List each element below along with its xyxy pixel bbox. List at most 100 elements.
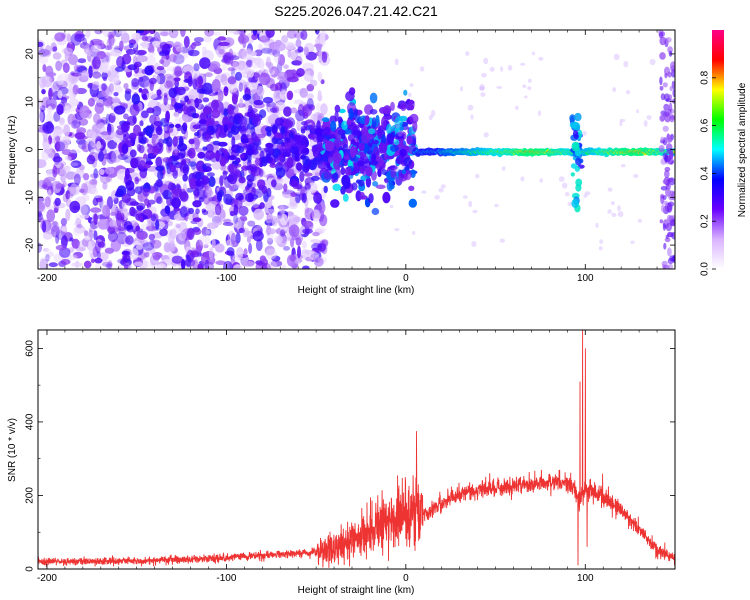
spectrogram-blob <box>462 195 468 199</box>
spectrogram-blob <box>343 129 354 135</box>
spectrogram-blob <box>663 242 667 250</box>
spectrogram-blob <box>311 242 322 251</box>
spectrogram-blob <box>562 182 568 189</box>
spectrogram-blob <box>228 84 239 93</box>
spectrogram-blob <box>250 51 257 57</box>
spectrogram-blob <box>300 126 307 131</box>
spectrogram-blob <box>205 185 213 197</box>
spectrogram-blob <box>227 172 238 185</box>
spectrogram-blob <box>142 188 150 197</box>
spectrogram-blob <box>73 64 79 72</box>
spectrogram-xtick-label: 100 <box>577 273 594 284</box>
spectrogram-blob <box>295 55 303 66</box>
spectrogram-blob <box>295 38 302 48</box>
spectrogram-blob <box>206 117 215 127</box>
spectrogram-blob <box>234 217 242 230</box>
spectrogram-blob <box>90 187 99 195</box>
spectrogram-blob <box>38 159 47 169</box>
spectrogram-blob <box>55 135 61 143</box>
spectrogram-blob <box>148 233 156 241</box>
spectrogram-blob <box>202 97 210 103</box>
spectrogram-blob <box>129 104 140 117</box>
spectrogram-blob <box>204 203 217 211</box>
spectrogram-blob <box>174 66 183 77</box>
spectrogram-blob <box>101 90 106 96</box>
spectrogram-blob <box>251 33 258 41</box>
spectrogram-blob <box>42 247 50 252</box>
spectrogram-blob <box>109 220 117 228</box>
spectrogram-blob <box>403 89 408 96</box>
spectrogram-blob <box>97 241 105 248</box>
spectrogram-blob <box>50 42 57 52</box>
spectrogram-blob <box>595 222 599 228</box>
spectrogram-blob <box>155 219 160 230</box>
spectrogram-blob <box>630 240 635 244</box>
spectrogram-blob <box>483 57 489 65</box>
spectrogram-blob <box>294 234 304 243</box>
spectrogram-blob <box>159 228 168 237</box>
spectrogram-blob <box>55 141 61 152</box>
colorbar-tick-label: 0.2 <box>700 214 711 228</box>
spectrogram-blob <box>252 30 258 36</box>
spectrogram-blob <box>126 115 137 126</box>
spectrogram-blob <box>266 212 273 223</box>
spectrogram-blob <box>319 32 326 45</box>
spectrogram-blob <box>306 84 315 92</box>
spectrogram-blob <box>660 195 665 205</box>
spectrogram-blob <box>294 150 300 162</box>
spectrogram-blob <box>666 202 673 213</box>
spectrogram-blob <box>354 108 359 117</box>
spectrogram-blob <box>89 179 98 185</box>
spectrogram-blob <box>219 157 226 167</box>
spectrogram-blob <box>182 52 189 59</box>
spectrogram-blob <box>52 52 62 60</box>
spectrogram-blob <box>235 192 244 201</box>
spectrogram-blob <box>206 172 215 177</box>
spectrogram-blob <box>220 73 228 86</box>
spectrogram-blob <box>274 235 283 244</box>
spectrogram-blob <box>394 165 400 173</box>
spectrogram-blob <box>259 202 265 209</box>
spectrogram-blob <box>96 51 107 60</box>
spectrogram-blob <box>152 254 161 261</box>
spectrogram-blob <box>183 158 191 164</box>
spectrogram-blob <box>96 251 101 260</box>
spectrogram-blob <box>670 219 675 226</box>
spectrogram-blob <box>68 40 75 45</box>
spectrogram-blob <box>660 186 668 191</box>
spectrogram-blob <box>291 30 302 35</box>
spectrogram-blob <box>383 105 392 115</box>
spectrogram-blob <box>349 145 357 158</box>
spectrogram-blob <box>169 164 177 173</box>
spectrogram-blob <box>389 204 394 209</box>
spectrogram-blob <box>80 183 89 196</box>
spectrogram-blob <box>245 48 253 55</box>
spectrogram-blob <box>155 156 163 168</box>
spectrogram-blob <box>247 71 254 78</box>
spectrogram-blob <box>364 116 369 126</box>
spectrogram-blob <box>242 133 249 140</box>
spectrogram-blob <box>314 172 321 177</box>
spectrogram-blob <box>409 83 414 87</box>
spectrogram-blob <box>78 118 89 126</box>
spectrogram-blob <box>162 157 172 163</box>
spectrogram-blob <box>45 143 53 154</box>
spectrogram-blob <box>144 252 150 258</box>
spectrogram-blob <box>130 248 139 260</box>
spectrogram-blob <box>278 71 288 80</box>
spectrogram-blob <box>208 176 216 188</box>
spectrogram-blob <box>662 125 669 132</box>
spectrogram-blob <box>662 82 668 88</box>
spectrogram-blob <box>288 214 300 225</box>
spectrogram-blob <box>227 104 235 115</box>
spectrogram-blob <box>283 106 292 117</box>
spectrogram-blob <box>38 242 42 253</box>
spectrogram-blob <box>245 148 255 156</box>
spectrogram-blob <box>45 65 54 78</box>
spectrogram-blob <box>199 234 211 247</box>
spectrogram-blob <box>357 160 365 167</box>
spectrogram-blob <box>138 75 150 88</box>
spectrogram-blob <box>119 40 124 51</box>
spectrogram-blob <box>255 239 263 251</box>
spectrogram-blob <box>218 131 227 138</box>
